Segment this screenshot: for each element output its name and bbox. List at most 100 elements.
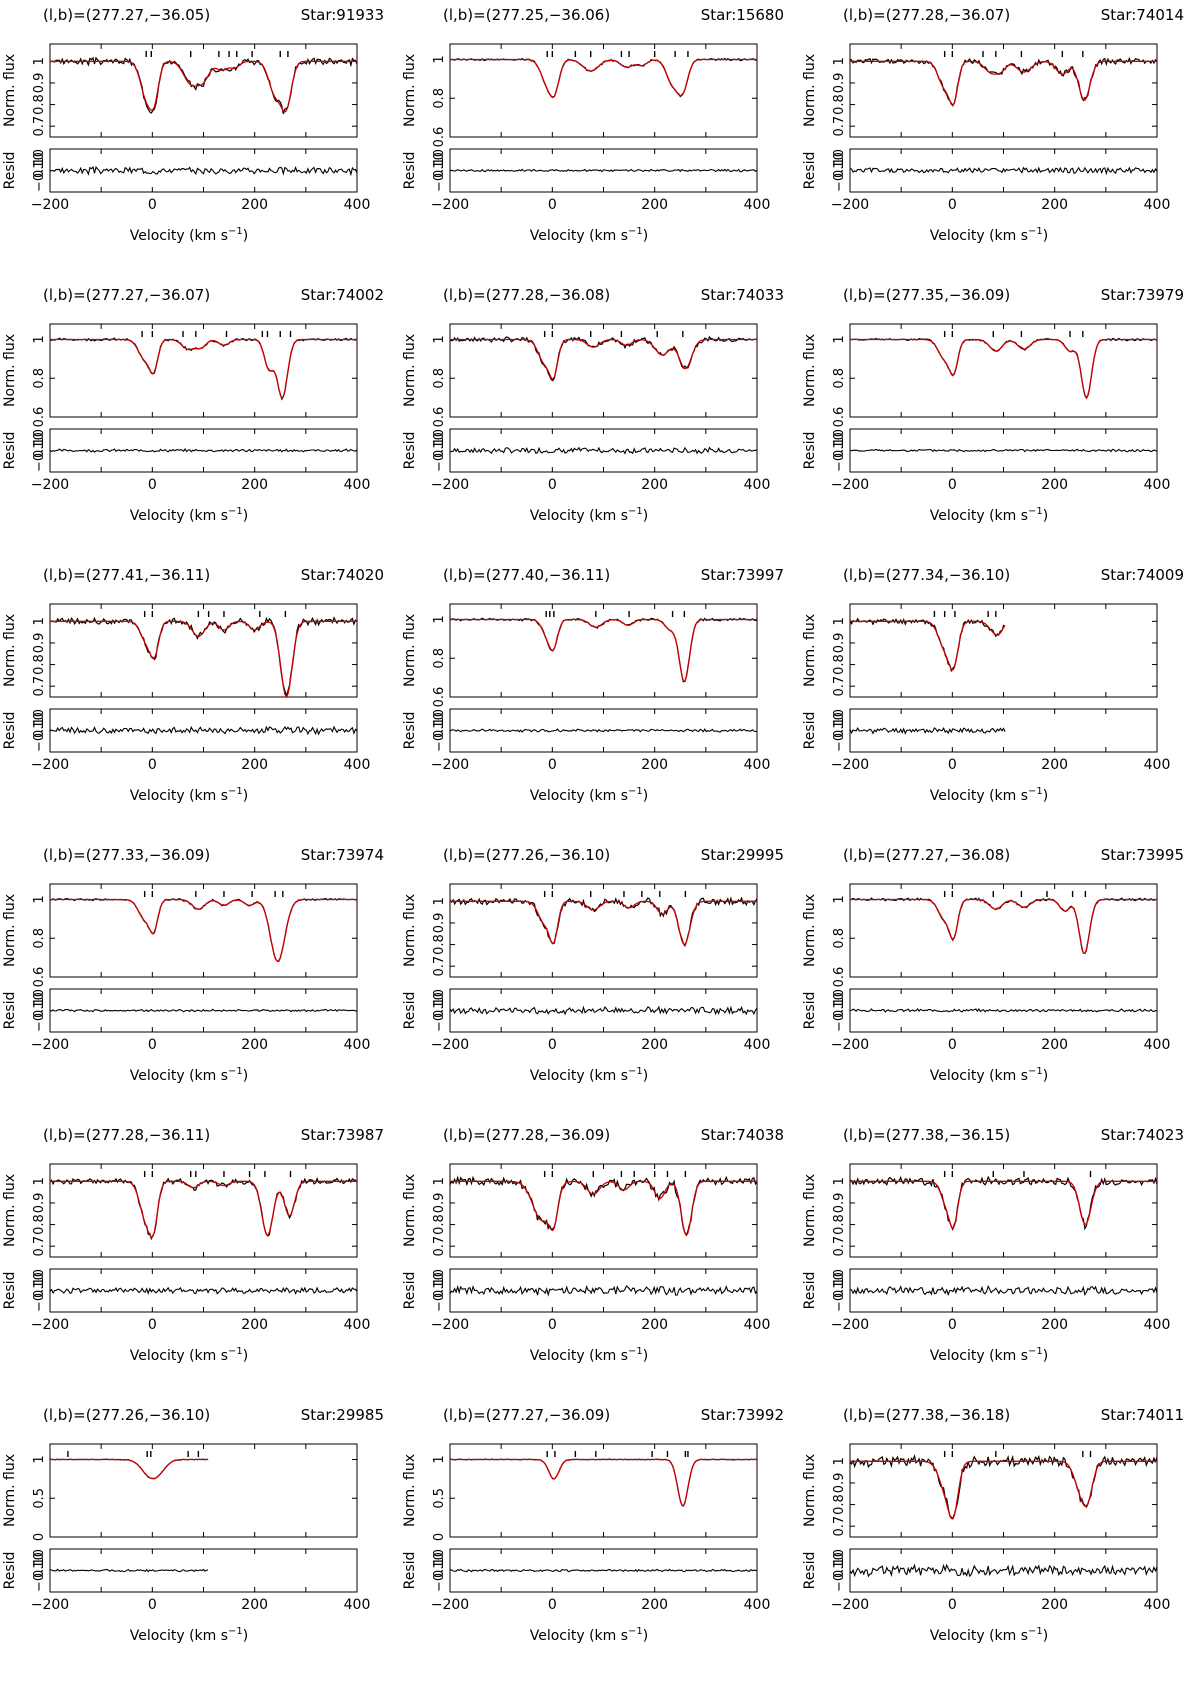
y-tick-label: 1: [832, 617, 847, 625]
spectrum-svg: (l,b)=(277.26,−36.10) Star:2999510.90.80.…: [402, 846, 784, 1084]
flux-axes: [849, 603, 1158, 698]
y-tick-label: 1: [832, 335, 847, 343]
resid-tick-label: 0.10: [432, 1549, 447, 1578]
model-fit-line: [450, 58, 757, 99]
y-tick-label: 0.8: [832, 928, 847, 949]
spectrum-panel: (l,b)=(277.27,−36.07) Star:74002 1 0.8 0.6 No…: [0, 280, 400, 560]
residual-line: [49, 725, 358, 736]
y-tick-label: 0.9: [832, 1193, 847, 1214]
y-tick-label: 0.7: [832, 1516, 847, 1537]
y-axis-label: Norm. flux: [402, 1174, 418, 1247]
y-axis-label: Norm. flux: [402, 54, 418, 127]
y-tick-label: 0.7: [32, 1236, 47, 1257]
resid-tick-label: 0.10: [432, 989, 447, 1018]
model-fit-line: [850, 1180, 1157, 1230]
y-axis-label: Norm. flux: [402, 334, 418, 407]
resid-axis-label: Resid: [402, 992, 418, 1030]
y-tick-label: 0.9: [32, 73, 47, 94]
resid-tick-label: −0.10: [432, 992, 447, 1032]
resid-tick-label: −0.10: [32, 1272, 47, 1312]
resid-tick-label: −0.10: [32, 1552, 47, 1592]
x-tick-label: 400: [744, 1037, 771, 1053]
x-tick-label: 400: [344, 1597, 371, 1613]
resid-axis-label: Resid: [2, 712, 18, 750]
y-tick-label: 0.6: [832, 407, 847, 428]
resid-axis-label: Resid: [2, 432, 18, 470]
flux-axes: [849, 1443, 1158, 1538]
panel-title: (l,b)=(277.38,−36.18): [843, 1406, 1010, 1424]
y-axis-label: Norm. flux: [2, 614, 18, 687]
star-label: Star:74020: [301, 566, 384, 584]
spectrum-svg: (l,b)=(277.27,−36.07) Star:74002 1 0.8 0.6 No…: [2, 286, 384, 524]
y-tick-label: 1: [832, 1457, 847, 1465]
panel-title: (l,b)=(277.28,−36.07): [843, 6, 1010, 24]
data-spectrum-line: [49, 616, 358, 698]
resid-tick-label: 0.10: [832, 429, 847, 458]
x-tick-label: 200: [1041, 197, 1068, 213]
star-label: Star:74009: [1101, 566, 1184, 584]
resid-tick-label: 0.10: [832, 989, 847, 1018]
x-axis-label: Velocity (km s−1): [930, 1066, 1049, 1084]
resid-tick-label: −0.10: [832, 152, 847, 192]
resid-axes: [849, 148, 1158, 193]
spectrum-svg: (l,b)=(277.33,−36.09) Star:73974 1 0.8 0.6 No…: [2, 846, 384, 1084]
y-tick-label: 1: [32, 895, 47, 903]
x-tick-label: 200: [1041, 757, 1068, 773]
y-tick-label: 0.8: [32, 654, 47, 675]
spectrum-panel: (l,b)=(277.28,−36.08) Star:74033 1 0.8 0.6 No…: [400, 280, 800, 560]
x-tick-label: −200: [431, 1037, 469, 1053]
spectrum-svg: (l,b)=(277.27,−36.08) Star:73995 1 0.8 0.6 No…: [802, 846, 1184, 1084]
data-spectrum-line: [849, 337, 1158, 400]
spectrum-panel: (l,b)=(277.38,−36.15) Star:74023 1 0.9 0.8 0.…: [800, 1120, 1200, 1400]
spectrum-panel: (l,b)=(277.27,−36.05) Star:91933 1 0.9 0.8 0.…: [0, 0, 400, 280]
model-fit-line: [450, 1458, 757, 1507]
resid-tick-label: 0.10: [32, 1269, 47, 1298]
model-fit-line: [850, 898, 1157, 955]
flux-axes: [449, 1163, 758, 1258]
x-tick-label: −200: [31, 1317, 69, 1333]
x-tick-label: −200: [31, 757, 69, 773]
y-axis-label: Norm. flux: [2, 894, 18, 967]
y-tick-label: 1: [832, 1177, 847, 1185]
resid-tick-label: −0.10: [832, 432, 847, 472]
x-tick-label: 0: [148, 477, 157, 493]
y-tick-label: 0.8: [32, 928, 47, 949]
flux-axes: [49, 603, 358, 698]
y-tick-label: 0.7: [32, 676, 47, 697]
resid-tick-label: −0.10: [32, 712, 47, 752]
resid-tick-label: 0.10: [32, 429, 47, 458]
spectrum-svg: (l,b)=(277.41,−36.11) Star:7402010.90.80.…: [2, 566, 384, 804]
star-label: Star:74002: [301, 286, 384, 304]
resid-tick-label: 0.10: [32, 149, 47, 178]
resid-tick-label: 0.10: [832, 1269, 847, 1298]
x-axis-label: Velocity (km s−1): [530, 1346, 649, 1364]
model-fit-line: [450, 900, 757, 946]
resid-tick-label: −0.10: [832, 712, 847, 752]
x-tick-label: 0: [548, 1597, 557, 1613]
residual-line: [49, 1568, 209, 1573]
x-tick-label: 400: [344, 477, 371, 493]
y-tick-label: 0.6: [432, 127, 447, 148]
residual-line: [849, 1007, 1158, 1013]
y-tick-label: 0.7: [832, 116, 847, 137]
star-label: Star:73992: [701, 1406, 784, 1424]
resid-tick-label: −0.10: [432, 712, 447, 752]
data-spectrum-line: [449, 57, 758, 98]
y-tick-label: 0.9: [32, 1193, 47, 1214]
x-axis-label: Velocity (km s−1): [130, 226, 249, 244]
y-tick-label: 1: [432, 55, 447, 63]
resid-axis-label: Resid: [2, 1552, 18, 1590]
y-tick-label: 1: [432, 615, 447, 623]
y-tick-label: 0.6: [432, 687, 447, 708]
data-spectrum-line: [49, 1458, 209, 1480]
star-label: Star:74014: [1101, 6, 1184, 24]
data-spectrum-line: [49, 1177, 358, 1241]
x-tick-label: −200: [31, 1037, 69, 1053]
flux-axes: [49, 883, 358, 978]
y-tick-label: 0.7: [832, 676, 847, 697]
resid-tick-label: 0.10: [432, 709, 447, 738]
x-tick-label: 400: [1144, 757, 1171, 773]
x-tick-label: 400: [1144, 1597, 1171, 1613]
resid-axes: [49, 1548, 358, 1593]
x-tick-label: 200: [241, 1037, 268, 1053]
